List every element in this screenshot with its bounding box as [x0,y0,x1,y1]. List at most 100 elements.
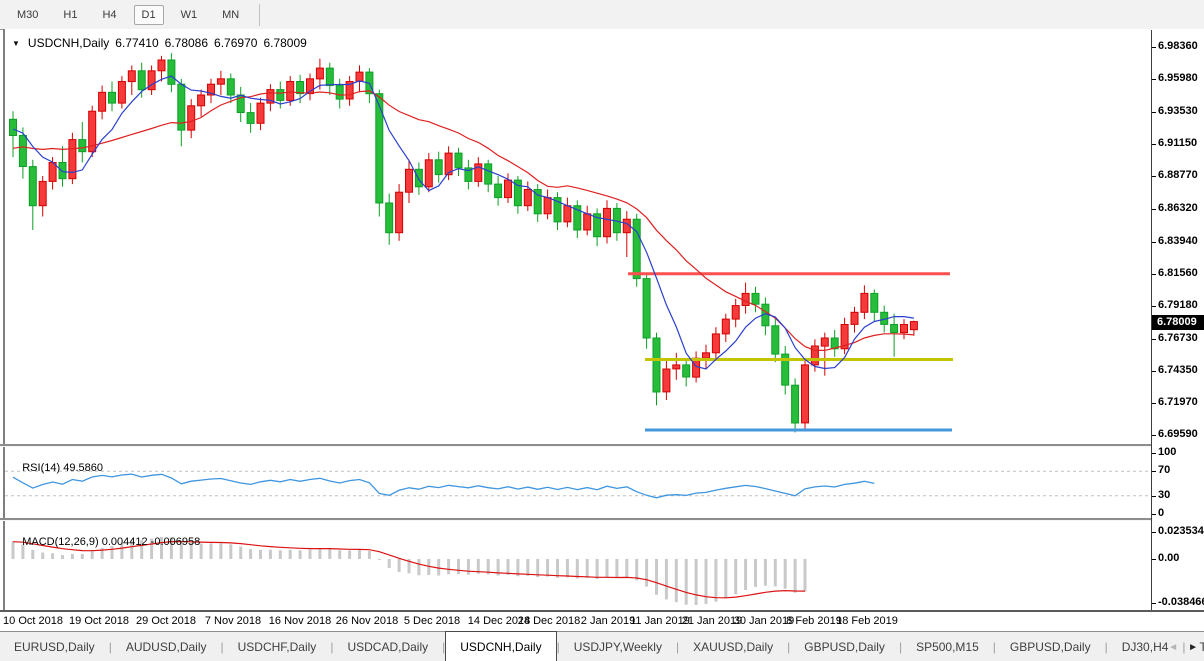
chart-tab-dj30-h4[interactable]: DJ30,H4 [1121,640,1169,654]
axis-tick [1152,403,1156,404]
chart-tab-audusd-daily[interactable]: AUDUSD,Daily [125,640,207,654]
candle-up [315,67,324,80]
macd-histogram-bar [367,551,371,559]
axis-tick [1152,453,1156,454]
macd-histogram-bar [763,559,767,586]
macd-axis-label: 0.00 [1152,552,1179,564]
chart-tab-usdcad-daily[interactable]: USDCAD,Daily [347,640,429,654]
timeframe-button-h4[interactable]: H4 [102,8,117,21]
chart-title: ▼ USDCNH,Daily 6.77410 6.78086 6.76970 6… [12,36,313,50]
price-scale[interactable]: 6.98360 6.95980 6.93530 6.91150 6.88770 6.863… [1152,30,1204,610]
chart-tab-usdchf-daily[interactable]: USDCHF,Daily [237,640,317,654]
macd-histogram-bar [358,549,361,559]
macd-pane-label: MACD(12,26,9) 0.004412 -0.006958 [10,524,200,560]
chart-tab-tech100-[interactable]: TECH100, [1199,640,1204,654]
chart-tab-gbpusd-daily[interactable]: GBPUSD,Daily [1009,640,1091,654]
date-axis-label: 30 Jan 2019 [733,615,795,627]
rsi-axis-label: 70 [1152,464,1170,476]
chart-tab-xauusd-daily[interactable]: XAUUSD,Daily [693,640,774,654]
axis-tick [1152,144,1156,145]
price-axis-label: 6.83940 [1152,235,1198,247]
rsi-label: RSI(14) [22,462,61,474]
tab-separator: | [330,640,334,654]
candle-up [840,324,849,350]
candle-up [504,179,512,199]
chart-tab-eurusd-daily[interactable]: EURUSD,Daily [14,640,95,654]
pane-splitter[interactable] [0,444,1204,447]
macd-histogram-bar [169,537,173,559]
candle-down [484,163,493,185]
macd-histogram-bar [130,540,134,559]
macd-axis-label: 0.023534 [1152,525,1204,537]
date-scale[interactable]: 10 Oct 2018 19 Oct 2018 29 Oct 2018 7 Nov 2… [0,612,1204,631]
timeframe-button-m30[interactable]: M30 [17,8,39,21]
chart-tab-gbpusd-daily[interactable]: GBPUSD,Daily [804,640,885,654]
candle-up [187,105,196,131]
macd-histogram-bar [506,559,510,575]
macd-histogram-bar [110,546,114,559]
rsi-indicator-canvas[interactable] [5,446,1151,518]
candle-up [810,345,819,366]
axis-tick [1152,79,1156,80]
candle-down [78,139,87,153]
macd-histogram-bar [704,559,708,605]
candle-down [276,89,285,101]
symbol-dropdown-icon[interactable]: ▼ [12,38,20,48]
timeframe-button-h1[interactable]: H1 [63,8,78,21]
macd-histogram-bar [754,559,757,587]
macd-histogram-bar [407,559,411,574]
macd-histogram-bar [41,552,45,559]
macd-histogram-bar [694,559,698,605]
macd-histogram-bar [724,559,728,599]
chart-tab-usdcnh-daily[interactable]: USDCNH,Daily [445,631,557,661]
axis-tick [1152,274,1156,275]
date-axis-label: 10 Oct 2018 [3,615,63,627]
candle-down [573,205,582,231]
macd-histogram-bar [605,559,609,578]
macd-histogram-bar [645,559,649,587]
macd-histogram-bar [486,559,490,575]
candle-up [543,197,552,215]
tabs-scroll-right-icon[interactable]: ► [1188,641,1198,653]
chart-tab-usdjpy-weekly[interactable]: USDJPY,Weekly [573,640,662,654]
chart-tab-sp500-m15[interactable]: SP500,M15 [916,640,979,654]
candle-up [147,70,156,91]
price-axis-label: 6.71970 [1152,396,1198,408]
date-axis-label: 11 Jan 2019 [630,615,690,627]
tab-separator: | [787,640,791,654]
tab-separator: | [556,640,560,654]
macd-histogram-bar [239,546,243,559]
price-chart-canvas[interactable] [5,30,1151,444]
candle-up [395,191,404,234]
axis-tick [1152,532,1156,533]
candle-up [98,91,107,112]
candle-down [137,70,146,91]
rsi-line [12,473,875,499]
timeframe-button-w1[interactable]: W1 [180,8,198,21]
tabs-scroll-left-icon[interactable]: ◄ [1168,641,1179,653]
chart-open-value: 6.77410 [115,36,159,50]
timeframe-button-d1[interactable]: D1 [133,4,164,25]
macd-histogram-bar [526,559,530,576]
tab-separator: | [442,640,446,654]
macd-histogram-bar [595,559,599,579]
candle-up [721,318,730,335]
macd-histogram-bar [189,542,193,559]
macd-indicator-canvas[interactable] [5,520,1151,610]
candle-down [494,183,503,199]
price-axis-label: 6.76730 [1152,332,1198,344]
chart-window [3,29,1204,632]
timeframe-button-mn[interactable]: MN [222,8,240,21]
candle-up [345,81,354,100]
candle-down [9,118,17,137]
macd-histogram-bar [427,559,431,575]
date-axis-label: 5 Dec 2018 [403,615,461,627]
candle-down [414,168,423,188]
macd-histogram-bar [80,553,84,559]
price-axis-label: 6.69590 [1152,428,1198,440]
pane-splitter[interactable] [0,518,1204,521]
macd-histogram-bar [348,550,352,559]
candle-up [355,71,364,82]
candle-down [890,324,899,334]
axis-tick [1152,339,1156,340]
